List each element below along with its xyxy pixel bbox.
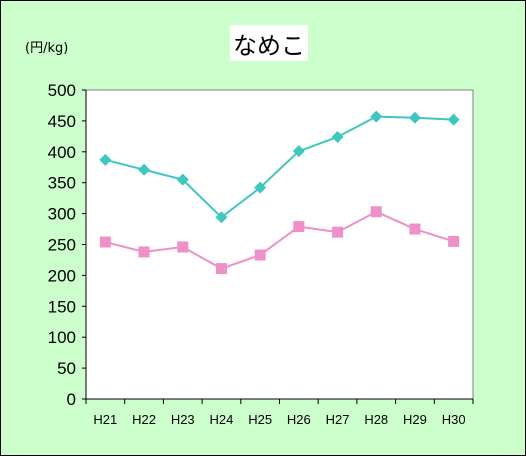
series-2-point xyxy=(409,223,421,235)
y-tick-label: 50 xyxy=(57,359,76,378)
series-1-point xyxy=(176,173,189,186)
y-tick-label: 450 xyxy=(48,112,76,131)
series-2-line xyxy=(105,210,454,270)
series-1-point xyxy=(370,110,383,123)
series-2-point xyxy=(215,263,227,275)
chart-title: なめこ xyxy=(230,25,308,61)
y-tick-label: 400 xyxy=(48,143,76,162)
series-1-point xyxy=(331,130,344,143)
series-2-point xyxy=(99,236,111,248)
x-tick-label: H24 xyxy=(210,412,234,427)
series-1-point xyxy=(292,145,305,158)
series-1-point xyxy=(138,163,151,176)
series-2-point xyxy=(138,246,150,258)
y-tick-label: 500 xyxy=(48,81,76,100)
x-tick-label: H27 xyxy=(326,412,350,427)
y-tick-label: 200 xyxy=(48,266,76,285)
series-2-point xyxy=(448,235,460,247)
y-tick-label: 350 xyxy=(48,174,76,193)
x-tick-label: H29 xyxy=(403,412,427,427)
y-tick-label: 0 xyxy=(67,390,76,409)
series-1-point xyxy=(408,111,421,124)
series-2-point xyxy=(254,249,266,261)
x-tick-label: H23 xyxy=(171,412,195,427)
x-tick-label: H26 xyxy=(287,412,311,427)
plot-area xyxy=(85,89,474,400)
y-tick-label: 100 xyxy=(48,328,76,347)
series-1-line xyxy=(105,115,454,219)
series-2-point xyxy=(332,226,344,238)
y-tick-label: 150 xyxy=(48,297,76,316)
series-1-point xyxy=(254,181,267,194)
y-tick-label: 250 xyxy=(48,236,76,255)
series-2-point xyxy=(177,241,189,253)
x-tick-label: H25 xyxy=(248,412,272,427)
series-1-point xyxy=(447,113,460,126)
series-2-point xyxy=(370,206,382,218)
series-2-point xyxy=(293,221,305,233)
x-tick-label: H22 xyxy=(132,412,156,427)
y-tick-label: 300 xyxy=(48,205,76,224)
x-tick-label: H28 xyxy=(364,412,388,427)
y-axis-unit-label: (円/kg) xyxy=(25,41,69,56)
series-1-point xyxy=(99,153,112,166)
series-1-point xyxy=(215,211,228,224)
x-tick-label: H21 xyxy=(93,412,117,427)
x-tick-label: H30 xyxy=(442,412,466,427)
